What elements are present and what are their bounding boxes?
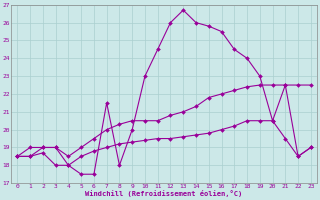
- X-axis label: Windchill (Refroidissement éolien,°C): Windchill (Refroidissement éolien,°C): [85, 190, 243, 197]
